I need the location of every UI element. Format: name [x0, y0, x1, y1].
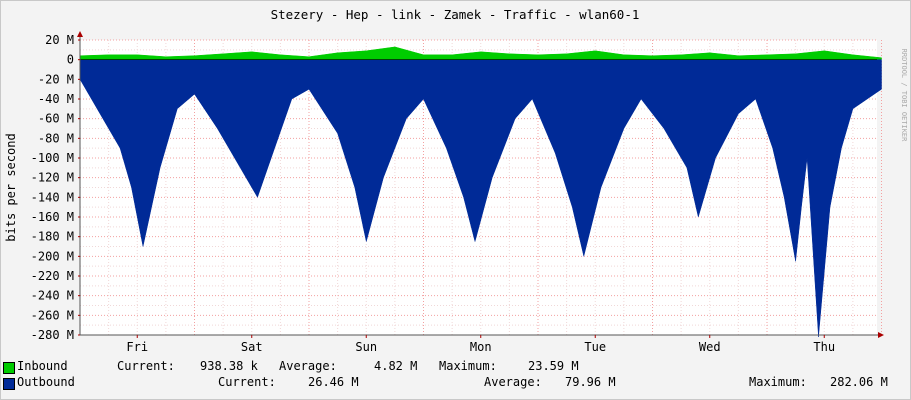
inbound-current-label: Current:	[117, 359, 175, 373]
inbound-average-label: Average:	[279, 359, 337, 373]
x-tick-label: Mon	[470, 340, 492, 354]
y-tick-label: -60 M	[38, 112, 74, 126]
x-tick-label: Sat	[241, 340, 263, 354]
outbound-current-label: Current:	[218, 375, 276, 389]
y-tick-label: 20 M	[45, 33, 74, 47]
inbound-average-value: 4.82 M	[374, 359, 418, 373]
inbound-swatch	[3, 362, 15, 374]
x-tick-label: Fri	[126, 340, 148, 354]
rrdtool-watermark: RRDTOOL / TOBI OETIKER	[900, 49, 908, 143]
x-tick-label: Wed	[699, 340, 721, 354]
y-tick-label: -100 M	[31, 151, 74, 165]
outbound-maximum-value: 282.06 M	[830, 375, 888, 389]
inbound-maximum-label: Maximum:	[439, 359, 497, 373]
y-tick-label: -260 M	[31, 308, 74, 322]
y-tick-label: -140 M	[31, 190, 74, 204]
outbound-swatch	[3, 378, 15, 390]
inbound-maximum-value: 23.59 M	[528, 359, 579, 373]
inbound-current-value: 938.38 k	[200, 359, 258, 373]
y-tick-label: -20 M	[38, 72, 74, 86]
outbound-average-value: 79.96 M	[565, 375, 616, 389]
y-tick-label: -240 M	[31, 289, 74, 303]
outbound-legend-name: Outbound	[17, 375, 75, 389]
x-axis-arrow	[878, 332, 884, 338]
y-axis-label: bits per second	[4, 133, 18, 241]
y-tick-label: -200 M	[31, 249, 74, 263]
y-axis-arrow	[77, 31, 83, 37]
series-inbound-area	[79, 46, 882, 60]
outbound-current-value: 26.46 M	[308, 375, 359, 389]
y-tick-label: 0	[67, 53, 74, 67]
x-tick-label: Sun	[355, 340, 377, 354]
y-tick-label: -40 M	[38, 92, 74, 106]
y-tick-label: -180 M	[31, 230, 74, 244]
y-tick-label: -220 M	[31, 269, 74, 283]
y-tick-label: -280 M	[31, 328, 74, 342]
outbound-maximum-label: Maximum:	[749, 375, 807, 389]
series-outbound-area	[79, 59, 882, 338]
y-tick-label: -120 M	[31, 171, 74, 185]
x-tick-label: Tue	[584, 340, 606, 354]
chart-title: Stezery - Hep - link - Zamek - Traffic -…	[271, 7, 640, 22]
y-tick-label: -160 M	[31, 210, 74, 224]
y-tick-label: -80 M	[38, 131, 74, 145]
x-tick-label: Thu	[813, 340, 835, 354]
inbound-legend-name: Inbound	[17, 359, 68, 373]
outbound-average-label: Average:	[484, 375, 542, 389]
